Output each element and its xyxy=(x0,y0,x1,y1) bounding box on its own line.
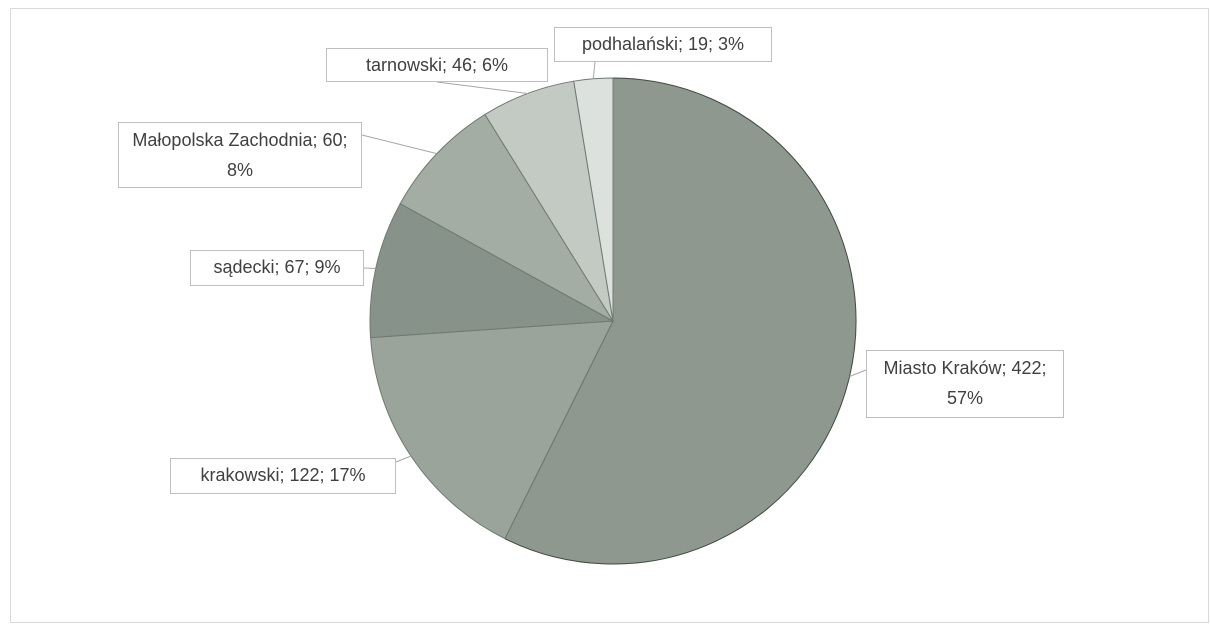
data-label: krakowski; 122; 17% xyxy=(170,458,396,494)
leader-line xyxy=(395,455,412,463)
data-label: Miasto Kraków; 422; 57% xyxy=(866,350,1064,418)
pie-slice: Małopolska Zachodnia xyxy=(399,113,615,323)
data-label: tarnowski; 46; 6% xyxy=(326,48,548,82)
data-label: podhalański; 19; 3% xyxy=(554,27,772,62)
leader-line xyxy=(592,61,596,79)
leader-line xyxy=(361,134,437,155)
data-label: sądecki; 67; 9% xyxy=(190,250,364,286)
pie-slice: sądecki xyxy=(369,203,615,339)
leader-line xyxy=(436,81,528,94)
data-label: Małopolska Zachodnia; 60; 8% xyxy=(118,122,362,188)
leader-line xyxy=(849,369,867,377)
chart-frame xyxy=(10,8,1209,623)
leader-line xyxy=(363,267,376,270)
